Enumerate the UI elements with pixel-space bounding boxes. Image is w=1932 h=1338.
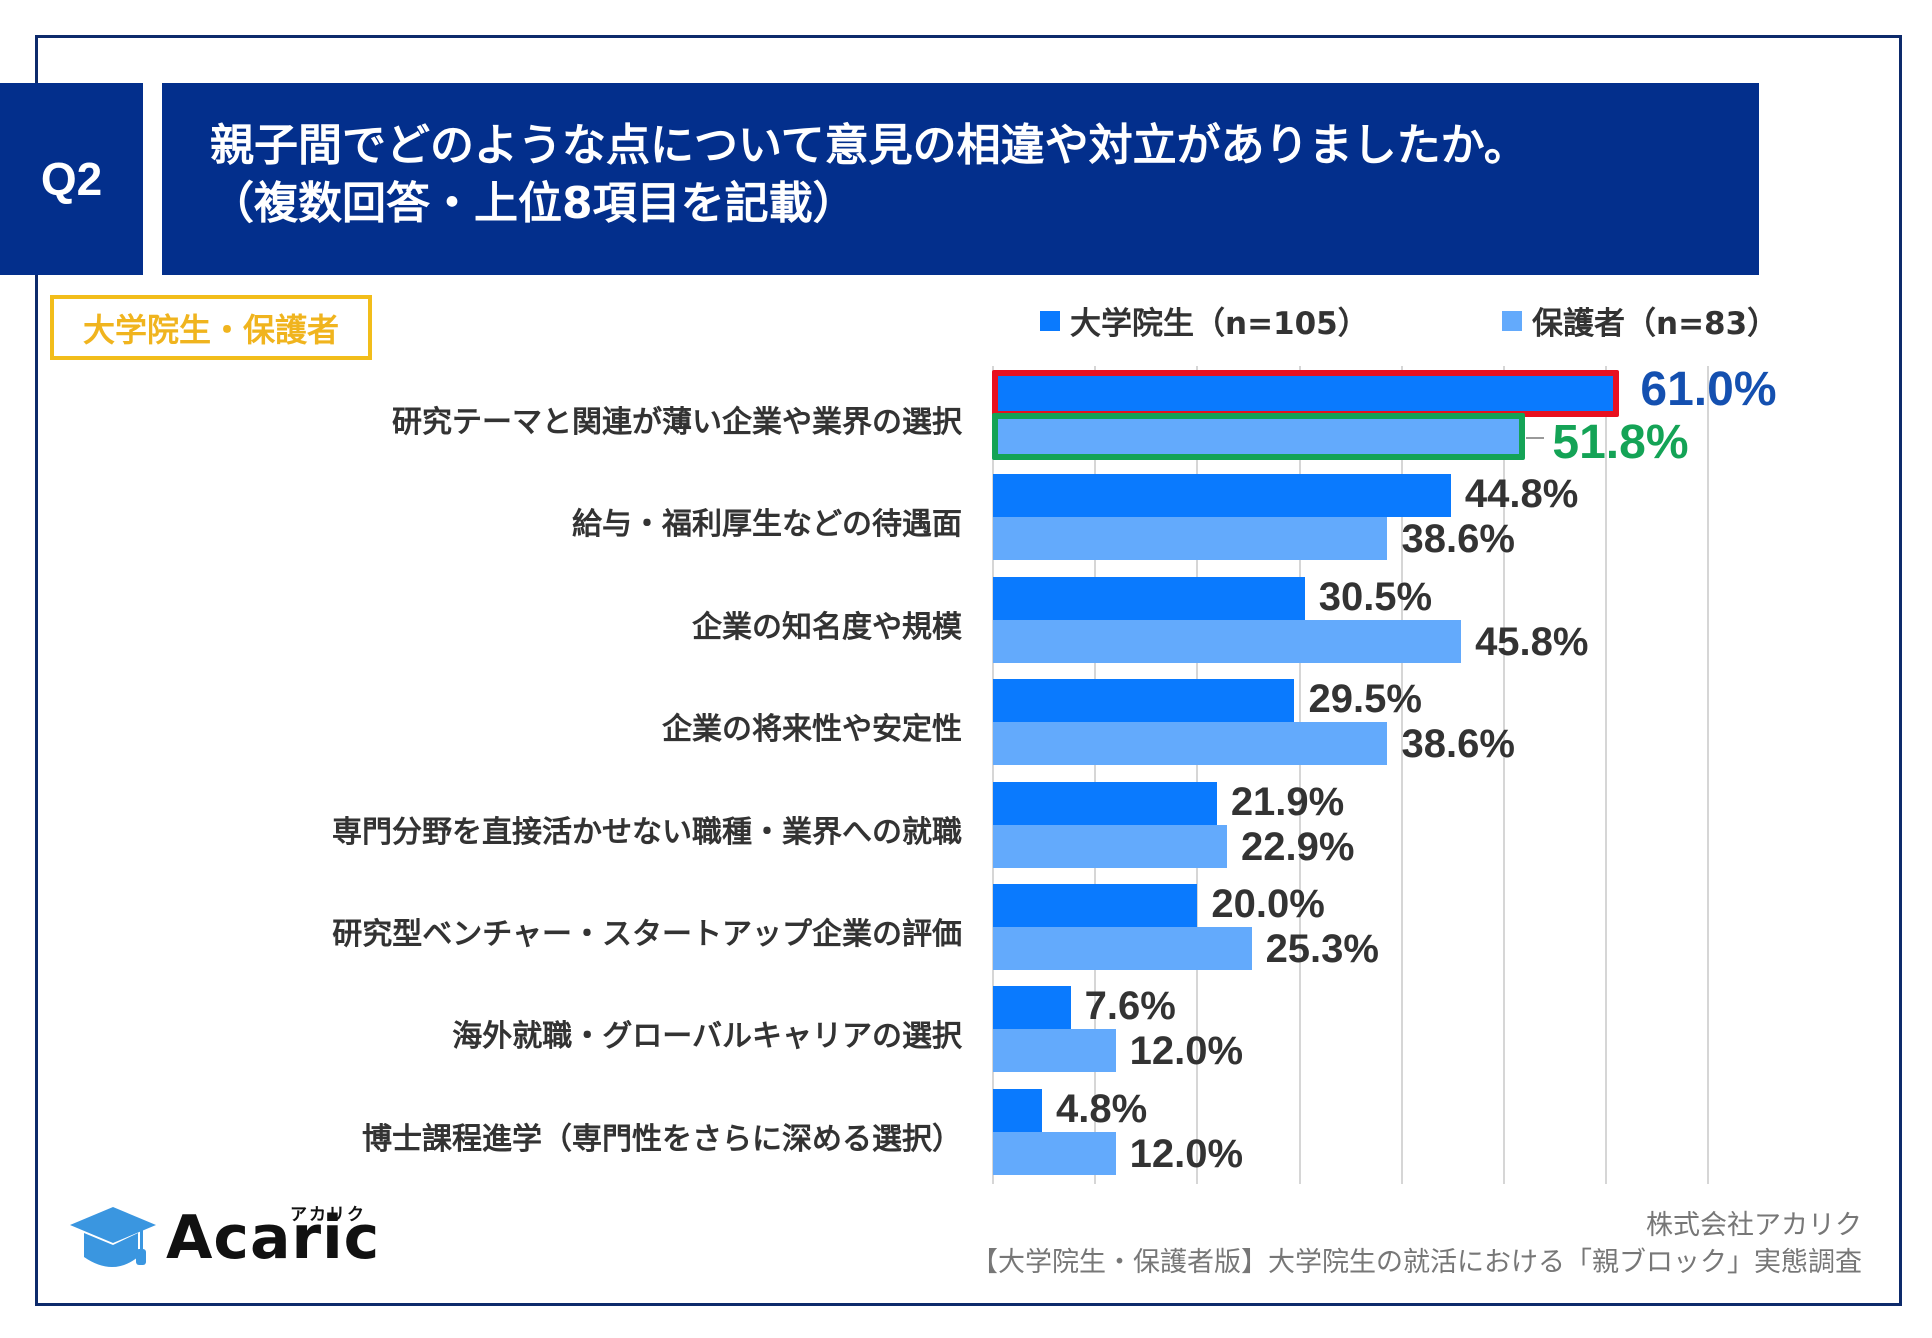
value-label-parents: 38.6%: [1401, 722, 1515, 767]
gridline: [1707, 366, 1710, 1184]
bar-parents: [993, 415, 1523, 458]
bar-students: [993, 884, 1198, 927]
legend-label-parents: 保護者（n=83）: [1532, 306, 1779, 342]
category-label: 海外就職・グローバルキャリアの選択: [452, 1019, 962, 1055]
value-label-students: 21.9%: [1230, 779, 1345, 824]
highlight-box-students: [992, 370, 1620, 417]
category-label: 博士課程進学（専門性をさらに深める選択）: [362, 1121, 962, 1157]
bar-students: [993, 986, 1071, 1030]
category-label: 研究型ベンチャー・スタートアップ企業の評価: [332, 917, 962, 952]
bar-parents: [993, 722, 1388, 766]
chart-frame: [35, 35, 1902, 1306]
value-label-students: 4.8%: [1056, 1086, 1148, 1131]
logo-kana: アカリク: [290, 1205, 366, 1225]
value-label-parents: 38.6%: [1401, 517, 1515, 562]
value-label-students: 29.5%: [1308, 677, 1422, 722]
value-label-parents: 22.9%: [1241, 824, 1355, 869]
value-label-parents: 25.3%: [1265, 927, 1379, 971]
bar-parents: [993, 619, 1462, 663]
bar-students: [993, 372, 1617, 415]
legend-item-parents: 保護者（n=83）: [1502, 298, 1778, 343]
highlight-box-parents: [992, 413, 1526, 460]
value-label-students: 7.6%: [1084, 984, 1176, 1029]
title-banner: 親子間でどのような点について意見の相違や対立がありましたか。 （複数回答・上位8…: [162, 83, 1759, 275]
legend-item-students: 大学院生（n=105）: [1040, 298, 1369, 343]
value-label-parents: 45.8%: [1475, 619, 1589, 664]
question-number-box: Q2: [0, 83, 143, 275]
value-label-parents: 12.0%: [1129, 1131, 1244, 1176]
value-label-students: 44.8%: [1464, 472, 1579, 517]
value-label-students: 30.5%: [1318, 574, 1433, 619]
category-label: 給与・福利厚生などの待遇面: [572, 507, 962, 543]
gridline: [1503, 366, 1505, 1184]
gridline: [992, 366, 994, 1184]
respondent-badge-label: 大学院生・保護者: [82, 310, 339, 349]
legend-label-students: 大学院生（n=105）: [1070, 306, 1369, 342]
title-line-1: 親子間でどのような点について意見の相違や対立がありましたか。: [210, 120, 1528, 171]
bar-students: [993, 1088, 1043, 1132]
footer-survey-title: 【大学院生・保護者版】大学院生の就活における「親ブロック」実態調査: [971, 1247, 1862, 1278]
value-label-students: 61.0%: [1640, 363, 1777, 416]
bar-students: [993, 679, 1295, 723]
leader-line: [1526, 437, 1545, 439]
category-label: 研究テーマと関連が薄い企業や業界の選択: [392, 405, 962, 440]
bar-parents: [993, 1029, 1116, 1073]
category-label: 企業の将来性や安定性: [662, 712, 962, 748]
category-label: 専門分野を直接活かせない職種・業界への就職: [332, 814, 962, 850]
legend-swatch-parents: [1502, 310, 1522, 331]
gridline: [1400, 366, 1403, 1184]
respondent-badge: 大学院生・保護者: [50, 295, 372, 360]
gridline: [1605, 366, 1608, 1184]
gridline: [1298, 366, 1301, 1184]
bar-students: [993, 781, 1217, 825]
bar-students: [993, 576, 1305, 620]
category-label: 企業の知名度や規模: [692, 609, 962, 645]
bar-parents: [993, 1131, 1116, 1175]
value-label-parents: 12.0%: [1129, 1029, 1244, 1074]
value-label-parents: 51.8%: [1552, 416, 1689, 469]
gridline: [1094, 366, 1097, 1184]
title-line-2: （複数回答・上位8項目を記載）: [210, 178, 857, 229]
bar-parents: [993, 927, 1252, 970]
gridline: [1196, 366, 1199, 1184]
question-number: Q2: [40, 153, 103, 205]
bar-parents: [993, 824, 1228, 868]
bar-parents: [993, 517, 1388, 561]
bar-students: [993, 474, 1451, 518]
value-label-students: 20.0%: [1211, 882, 1325, 926]
logo-wordmark: Acaric: [166, 1203, 381, 1273]
footer-company: 株式会社アカリク: [1646, 1210, 1862, 1241]
graduation-cap-icon: [68, 1205, 158, 1277]
legend-swatch-students: [1040, 310, 1060, 331]
